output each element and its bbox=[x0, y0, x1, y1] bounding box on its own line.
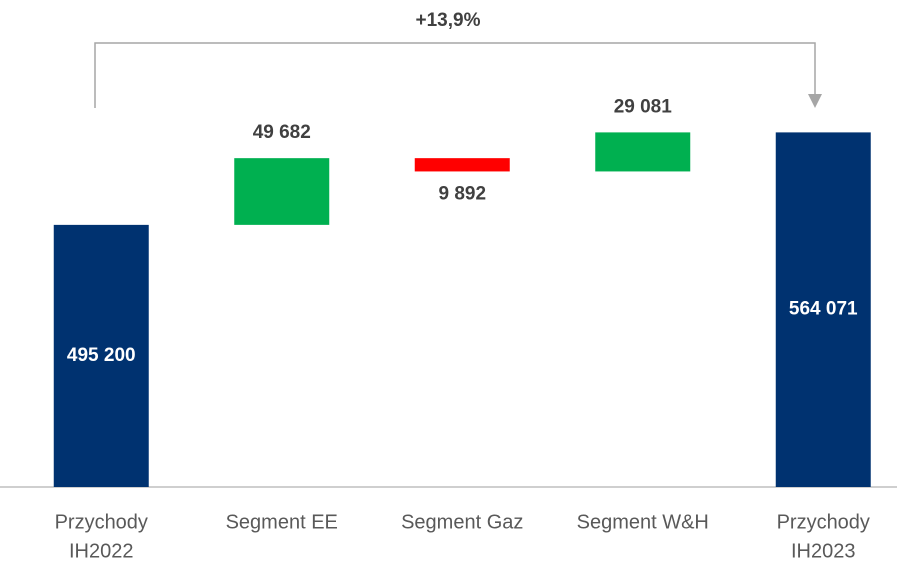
x-tick-label: Przychody bbox=[777, 511, 870, 533]
bar bbox=[775, 132, 871, 487]
value-label: 9 892 bbox=[438, 183, 486, 204]
value-label: 49 682 bbox=[253, 122, 311, 143]
annotation: +13,9% bbox=[416, 10, 481, 31]
bar bbox=[234, 158, 330, 225]
x-tick-label: Segment EE bbox=[226, 511, 338, 533]
bar bbox=[595, 132, 691, 172]
arrow-head bbox=[808, 94, 822, 108]
bar bbox=[414, 158, 510, 172]
value-label: 495 200 bbox=[67, 345, 136, 366]
x-tick-label: IH2023 bbox=[791, 540, 856, 562]
value-label: 29 081 bbox=[614, 96, 673, 117]
value-label: 564 071 bbox=[789, 299, 858, 320]
x-tick-label: Przychody bbox=[55, 511, 148, 533]
x-tick-label: Segment Gaz bbox=[401, 511, 523, 533]
bar bbox=[53, 224, 149, 488]
connector bbox=[94, 42, 816, 108]
x-tick-label: Segment W&H bbox=[577, 511, 709, 533]
x-tick-label: IH2022 bbox=[69, 540, 134, 562]
